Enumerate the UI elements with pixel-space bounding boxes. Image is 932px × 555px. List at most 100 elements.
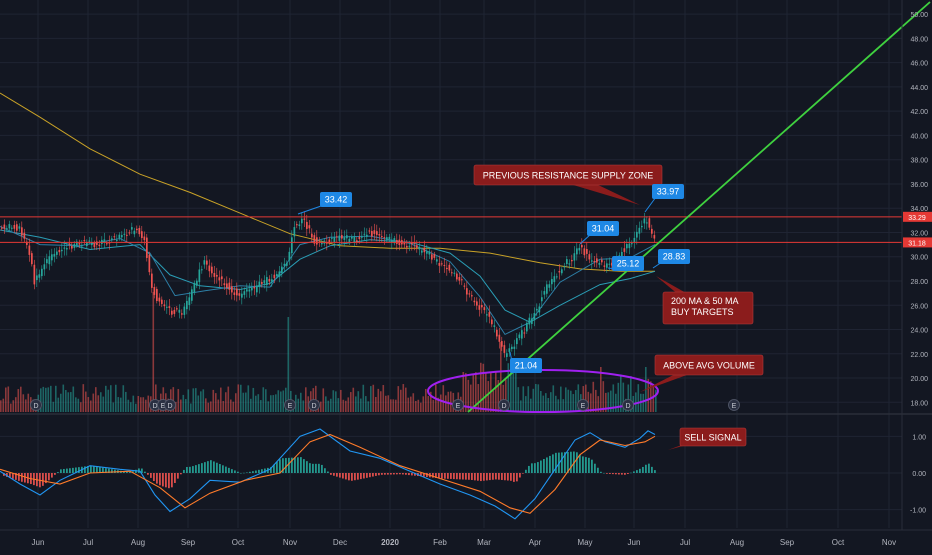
volume-bar: [547, 398, 550, 412]
candle-body: [493, 325, 496, 327]
macd-pane: [0, 428, 656, 520]
macd-histogram-bar: [492, 473, 494, 480]
volume-bar: [45, 387, 47, 412]
volume-bar: [270, 395, 272, 412]
volume-bar: [40, 388, 42, 412]
volume-bar: [255, 395, 257, 412]
macd-histogram-bar: [411, 473, 413, 476]
volume-bar: [2, 398, 5, 412]
macd-histogram-bar: [465, 473, 467, 480]
volume-bar: [7, 386, 10, 412]
candle-body: [96, 241, 98, 245]
volume-bar: [225, 392, 227, 412]
volume-bar: [320, 401, 322, 412]
candles: [1, 211, 656, 361]
volume-bar: [597, 396, 600, 412]
candle-body: [343, 237, 346, 240]
callout-label: 33.42: [325, 195, 348, 205]
candle-body: [213, 272, 216, 277]
macd-histogram-bar: [630, 472, 632, 474]
volume-bar: [610, 390, 612, 412]
volume-bar: [282, 390, 285, 412]
volume-bar: [240, 384, 242, 412]
macd-histogram-bar: [225, 466, 227, 473]
macd-histogram-bar: [351, 473, 353, 481]
candle-body: [566, 259, 568, 264]
event-marker-circle: [498, 399, 510, 411]
volume-bar: [65, 390, 67, 412]
candle-body: [321, 242, 323, 245]
volume-bar: [497, 380, 500, 412]
note-box: [662, 291, 754, 325]
candle-body: [316, 237, 318, 245]
macd-histogram-bar: [483, 473, 485, 481]
candle-body: [128, 232, 131, 234]
candle-body: [491, 319, 493, 325]
candle-body: [641, 225, 643, 228]
candle-body: [156, 288, 158, 301]
macd-histogram-bar: [405, 473, 407, 475]
volume-bar: [355, 396, 357, 412]
candle-body: [191, 289, 193, 301]
macd-histogram-bar: [198, 464, 200, 473]
trendline-group: [467, 1, 931, 413]
macd-histogram-bar: [570, 451, 572, 473]
volume-bar: [395, 399, 397, 412]
volume-bar: [635, 392, 637, 412]
candle-body: [568, 263, 571, 265]
macd-histogram-bar: [543, 458, 545, 473]
candle-body: [171, 310, 173, 315]
candle-body: [296, 224, 298, 226]
candle-body: [528, 317, 531, 325]
candle-body: [556, 276, 558, 278]
note-pointer: [640, 365, 715, 392]
resistance-levels: [0, 216, 902, 243]
volume-bar: [572, 394, 575, 412]
volume-bar: [582, 386, 585, 412]
volume-bar: [585, 384, 587, 412]
volume-bar: [365, 396, 367, 412]
volume-bar: [155, 384, 157, 412]
candle-body: [143, 236, 146, 241]
macd-histogram-bar: [234, 470, 236, 473]
volume-bar: [425, 388, 427, 412]
candle-body: [631, 243, 633, 245]
event-marker-label: D: [167, 403, 172, 410]
candle-body: [148, 254, 151, 273]
macd-histogram-bar: [213, 461, 215, 473]
candle-body: [561, 269, 563, 274]
candle-body: [483, 307, 486, 311]
candle-body: [451, 272, 453, 274]
macd-histogram-bar: [72, 467, 74, 473]
volume-bar: [540, 390, 542, 412]
event-marker-circle: [308, 399, 320, 411]
macd-histogram-bar: [546, 457, 548, 473]
event-marker-label: E: [456, 403, 461, 410]
volume-bar: [135, 403, 137, 412]
candle-body: [531, 318, 533, 324]
volume-bar: [560, 386, 562, 412]
macd-histogram-bar: [252, 471, 254, 473]
macd-histogram-bar: [435, 473, 437, 478]
candle-body: [393, 238, 396, 244]
volume-bar: [617, 382, 620, 412]
volume-bar: [500, 342, 502, 412]
volume-bar: [265, 389, 267, 412]
volume-bar: [302, 400, 305, 412]
macd-histogram-bar: [510, 473, 512, 481]
candle-body: [306, 221, 308, 229]
candle-body: [113, 236, 116, 238]
macd-histogram-bar: [408, 473, 410, 476]
callout-box: [612, 256, 644, 271]
macd-histogram-bar: [246, 472, 248, 473]
candle-body: [423, 247, 426, 253]
macd-histogram-bar: [513, 473, 515, 482]
macd-histogram-bar: [87, 466, 89, 473]
volume-highlight: [427, 369, 659, 413]
macd-histogram-bar: [195, 465, 197, 473]
macd-histogram-bar: [318, 463, 320, 473]
volume-bar: [115, 384, 117, 412]
macd-histogram-bar: [471, 473, 473, 480]
macd-histogram-bar: [594, 463, 596, 473]
candle-body: [118, 234, 121, 239]
